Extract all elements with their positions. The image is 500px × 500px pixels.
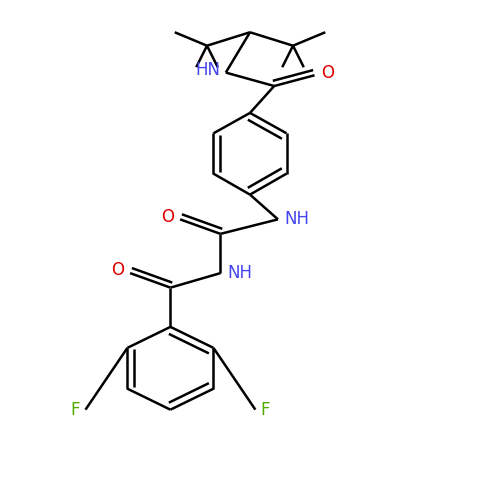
Text: HN: HN [196, 62, 220, 80]
Text: NH: NH [227, 264, 252, 282]
Text: F: F [70, 400, 80, 418]
Text: O: O [160, 208, 173, 226]
Text: O: O [110, 262, 124, 280]
Text: F: F [261, 400, 270, 418]
Text: NH: NH [284, 210, 310, 228]
Text: O: O [321, 64, 334, 82]
